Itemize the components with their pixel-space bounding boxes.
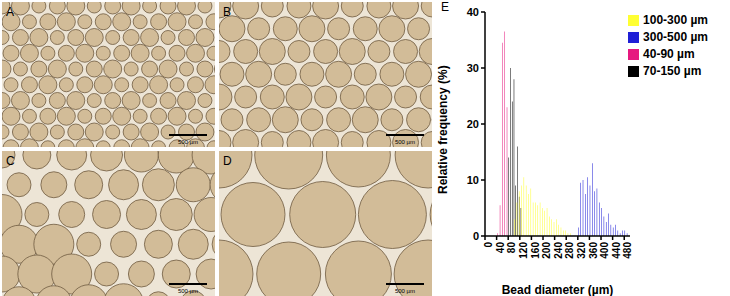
svg-text:0: 0 (473, 230, 479, 242)
svg-text:240: 240 (553, 242, 564, 259)
svg-text:20: 20 (467, 118, 479, 130)
html-text:40-90 µm: 40-90 µm (643, 47, 695, 61)
svg-text:30: 30 (467, 62, 479, 74)
svg-text:D: D (223, 154, 232, 168)
svg-text:500 µm: 500 µm (395, 139, 415, 145)
html-text:70-150 µm: 70-150 µm (643, 64, 702, 78)
svg-text:80: 80 (506, 242, 517, 254)
svg-text:160: 160 (530, 242, 541, 259)
svg-text:0: 0 (483, 242, 494, 248)
svg-text:440: 440 (611, 242, 622, 259)
svg-text:40: 40 (467, 6, 479, 18)
svg-text:400: 400 (599, 242, 610, 259)
svg-text:320: 320 (576, 242, 587, 259)
svg-text:360: 360 (588, 242, 599, 259)
svg-text:40: 40 (495, 242, 506, 254)
svg-text:Bead diameter (µm): Bead diameter (µm) (502, 283, 614, 296)
svg-text:Relative frequency (%): Relative frequency (%) (437, 65, 450, 194)
svg-text:500 µm: 500 µm (395, 288, 415, 294)
svg-text:10: 10 (467, 174, 479, 186)
svg-text:A: A (6, 5, 14, 19)
html-text:100-300 µm: 100-300 µm (643, 13, 708, 27)
svg-text:480: 480 (622, 242, 633, 259)
svg-text:500 µm: 500 µm (178, 288, 198, 294)
svg-text:120: 120 (518, 242, 529, 259)
svg-text:C: C (6, 154, 15, 168)
svg-text:200: 200 (541, 242, 552, 259)
svg-text:280: 280 (564, 242, 575, 259)
svg-text:B: B (223, 5, 231, 19)
html-text:E: E (441, 0, 449, 14)
svg-text:500 µm: 500 µm (178, 139, 198, 145)
html-text:300-500 µm: 300-500 µm (643, 30, 708, 44)
